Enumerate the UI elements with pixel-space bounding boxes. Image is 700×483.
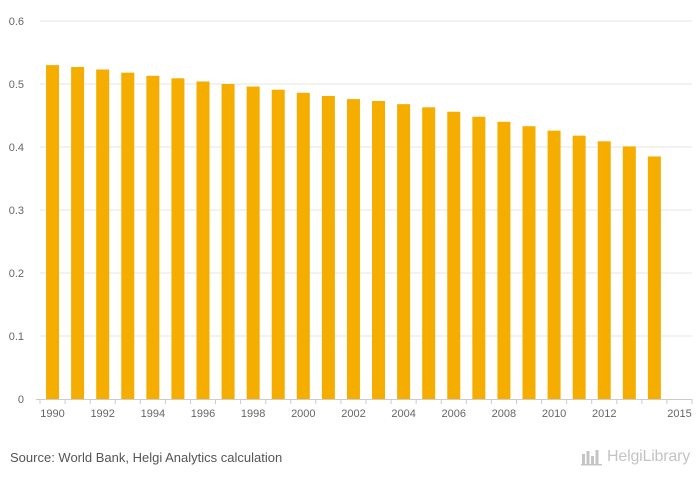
- y-tick-label: 0: [18, 394, 24, 406]
- bar-2009: [522, 126, 536, 400]
- bar-chart: 0 0.1 0.2 0.3 0.4 0.5 0.6 1990 1992 1994 1996 1998…: [9, 16, 693, 420]
- x-tick-label: 2002: [341, 408, 365, 420]
- y-tick-label: 0.5: [9, 79, 24, 91]
- x-tick-label: 2015: [667, 408, 691, 420]
- x-tick-label: 2010: [542, 408, 566, 420]
- bars: [46, 65, 661, 400]
- bar-2000: [296, 92, 310, 399]
- source-note: Source: World Bank, Helgi Analytics calc…: [10, 450, 283, 465]
- x-tick-label: 1998: [241, 408, 265, 420]
- bar-1991: [71, 66, 85, 400]
- y-tick-label: 0.6: [9, 16, 24, 28]
- bar-2013: [622, 146, 636, 399]
- bar-1995: [171, 78, 185, 399]
- library-icon: [581, 450, 603, 466]
- bar-2002: [346, 99, 360, 400]
- y-tick-label: 0.4: [9, 142, 24, 154]
- x-axis: 1990 1992 1994 1996 1998 2000 2002 2004 2006 2008…: [36, 399, 693, 420]
- x-tick-label: 2000: [291, 408, 315, 420]
- bar-2006: [447, 111, 461, 399]
- bar-2010: [547, 130, 561, 399]
- x-tick-label: 1992: [90, 408, 114, 420]
- bar-1993: [121, 72, 135, 399]
- bar-1992: [96, 69, 110, 399]
- bar-2003: [372, 101, 386, 399]
- bar-2007: [472, 116, 486, 399]
- bar-1994: [146, 75, 160, 399]
- bar-1998: [246, 86, 260, 400]
- bar-1996: [196, 81, 210, 399]
- y-axis-ticks: 0 0.1 0.2 0.3 0.4 0.5 0.6: [9, 16, 24, 406]
- bar-2004: [397, 104, 411, 399]
- bar-2001: [321, 95, 335, 399]
- bar-2005: [422, 107, 436, 399]
- bar-2014: [647, 156, 661, 399]
- x-tick-label: 1994: [141, 408, 165, 420]
- y-tick-label: 0.3: [9, 205, 24, 217]
- x-tick-label: 2008: [492, 408, 516, 420]
- x-tick-label: 1990: [40, 408, 64, 420]
- bar-2008: [497, 121, 511, 400]
- gridlines: [40, 20, 692, 337]
- y-tick-label: 0.2: [9, 268, 24, 280]
- brand-name: HelgiLibrary: [607, 448, 690, 465]
- bar-1990: [46, 65, 60, 399]
- bar-2011: [572, 135, 586, 399]
- x-tick-label: 2004: [391, 408, 415, 420]
- bar-2012: [597, 141, 611, 399]
- x-tick-label: 2012: [592, 408, 616, 420]
- y-tick-label: 0.1: [9, 331, 24, 343]
- bar-1997: [221, 84, 235, 399]
- x-tick-label: 2006: [442, 408, 466, 420]
- x-tick-label: 1996: [191, 408, 215, 420]
- brand-logo: HelgiLibrary: [581, 448, 690, 466]
- bar-1999: [271, 89, 285, 400]
